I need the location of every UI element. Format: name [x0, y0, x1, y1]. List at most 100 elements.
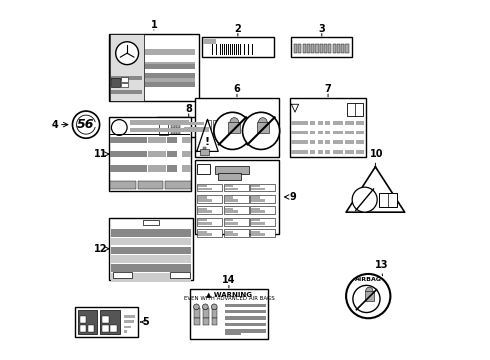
Bar: [202, 37, 273, 57]
Bar: [88, 325, 94, 332]
Bar: [345, 44, 348, 53]
Bar: [198, 233, 212, 236]
Bar: [347, 103, 363, 116]
Text: 5: 5: [142, 317, 149, 327]
Bar: [225, 44, 226, 55]
Bar: [341, 44, 344, 53]
Text: 10: 10: [370, 149, 383, 159]
Bar: [167, 137, 177, 143]
Bar: [110, 325, 117, 332]
Text: !: !: [205, 138, 210, 148]
Circle shape: [194, 304, 199, 310]
Bar: [111, 76, 142, 80]
Bar: [109, 117, 192, 191]
Bar: [215, 166, 248, 174]
Bar: [250, 229, 275, 237]
Bar: [311, 44, 314, 53]
Polygon shape: [197, 119, 218, 152]
Bar: [167, 151, 177, 157]
Bar: [318, 150, 322, 154]
Bar: [333, 140, 343, 144]
Bar: [251, 231, 260, 233]
Bar: [111, 247, 192, 254]
Bar: [251, 208, 260, 210]
Bar: [223, 206, 248, 214]
Bar: [197, 229, 222, 237]
Bar: [145, 62, 195, 68]
Bar: [111, 78, 120, 87]
Bar: [325, 150, 330, 154]
Bar: [178, 151, 182, 157]
Bar: [148, 165, 166, 172]
Bar: [224, 185, 233, 187]
Bar: [212, 307, 218, 318]
Bar: [111, 90, 142, 94]
Bar: [251, 188, 265, 190]
Bar: [223, 195, 248, 203]
Bar: [178, 165, 182, 172]
Bar: [176, 130, 180, 134]
Circle shape: [211, 304, 217, 310]
Bar: [111, 238, 192, 246]
Bar: [109, 33, 198, 102]
Text: AIRBAG: AIRBAG: [355, 277, 382, 282]
Bar: [123, 320, 134, 323]
Bar: [145, 64, 195, 69]
Bar: [110, 151, 147, 157]
Bar: [207, 44, 208, 55]
Bar: [102, 316, 109, 323]
Bar: [250, 195, 275, 203]
Bar: [79, 316, 86, 323]
Text: 12: 12: [94, 244, 107, 254]
Bar: [345, 150, 354, 154]
Bar: [123, 326, 131, 328]
Bar: [220, 44, 221, 55]
Circle shape: [243, 112, 280, 149]
Circle shape: [111, 120, 127, 135]
Bar: [145, 49, 195, 55]
Bar: [203, 318, 209, 325]
Text: 4: 4: [52, 120, 59, 130]
Bar: [110, 165, 147, 172]
Bar: [251, 185, 260, 187]
Bar: [198, 185, 207, 187]
Bar: [325, 140, 330, 144]
Polygon shape: [346, 167, 405, 212]
Bar: [310, 140, 316, 144]
Bar: [144, 220, 159, 225]
Text: 14: 14: [222, 275, 236, 285]
Bar: [224, 233, 239, 236]
Text: 2: 2: [235, 23, 241, 33]
Bar: [75, 307, 138, 337]
Bar: [211, 44, 212, 55]
Bar: [318, 131, 322, 134]
Bar: [227, 44, 228, 55]
Bar: [223, 184, 248, 192]
Bar: [171, 130, 175, 134]
Bar: [110, 137, 147, 143]
Bar: [198, 222, 212, 225]
Bar: [176, 123, 180, 128]
Bar: [333, 121, 343, 125]
Bar: [250, 218, 275, 226]
Bar: [195, 160, 279, 234]
Bar: [122, 83, 128, 87]
Bar: [239, 44, 240, 55]
Bar: [224, 44, 225, 55]
Bar: [145, 73, 195, 78]
Bar: [145, 82, 195, 87]
Bar: [198, 199, 212, 202]
Bar: [197, 164, 210, 174]
Bar: [251, 197, 260, 199]
Bar: [307, 44, 310, 53]
Bar: [157, 117, 220, 137]
Text: 56: 56: [77, 118, 95, 131]
Bar: [224, 199, 239, 202]
Bar: [333, 150, 343, 154]
Text: ▲ WARNING: ▲ WARNING: [206, 291, 252, 297]
Bar: [224, 210, 239, 213]
Bar: [203, 39, 216, 44]
Bar: [138, 181, 163, 189]
Bar: [197, 195, 222, 203]
Text: 13: 13: [375, 260, 389, 270]
